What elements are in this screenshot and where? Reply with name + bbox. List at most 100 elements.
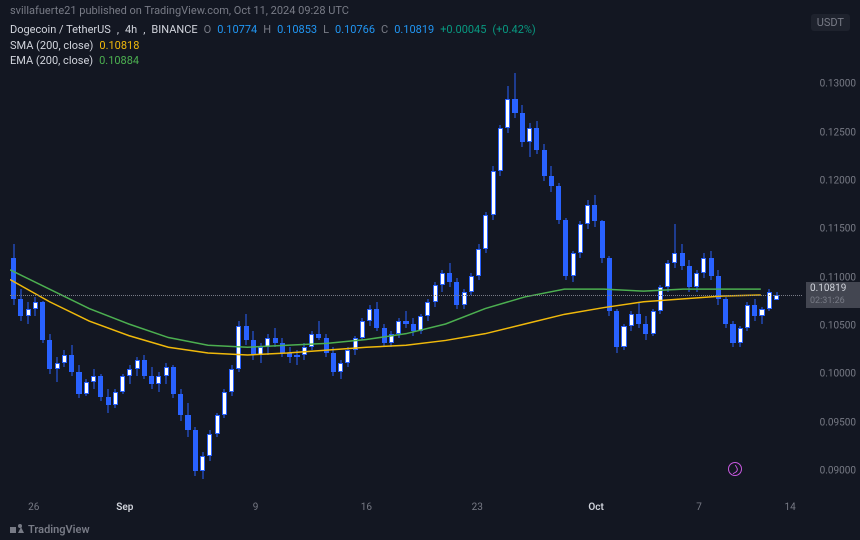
y-axis-tick: 0.12000 [820, 175, 856, 186]
candle [571, 60, 576, 500]
candle [447, 60, 452, 500]
candle [251, 60, 256, 500]
candle [578, 60, 583, 500]
tradingview-logo: TradingView [10, 522, 90, 536]
candle [120, 60, 125, 500]
ohlc-open-label: O [204, 23, 212, 36]
candle [171, 60, 176, 500]
candle [658, 60, 663, 500]
candle [549, 60, 554, 500]
candle [592, 60, 597, 500]
candle [258, 60, 263, 500]
candle [26, 60, 31, 500]
y-axis-tick: 0.09500 [820, 417, 856, 428]
candle [316, 60, 321, 500]
candle [135, 60, 140, 500]
candle [701, 60, 706, 500]
candle [222, 60, 227, 500]
sma-value: 0.10818 [99, 39, 139, 52]
candle [411, 60, 416, 500]
candle [672, 60, 677, 500]
candle [709, 60, 714, 500]
candle [614, 60, 619, 500]
candle [730, 60, 735, 500]
candle [280, 60, 285, 500]
x-axis-tick: 7 [696, 502, 702, 513]
publish-meta: published on TradingView.com, Oct 11, 20… [79, 4, 349, 17]
candle [331, 60, 336, 500]
candle [178, 60, 183, 500]
candle [505, 60, 510, 500]
candle [207, 60, 212, 500]
chart-area[interactable] [10, 60, 802, 500]
symbol-info-bar: Dogecoin / TetherUS, 4h, BINANCE O0.1077… [0, 21, 860, 38]
candle [767, 60, 772, 500]
candle [694, 60, 699, 500]
candle [433, 60, 438, 500]
y-axis[interactable]: 0.090000.095000.100000.105000.110000.115… [804, 60, 860, 500]
ohlc-close: 0.10819 [394, 23, 434, 36]
candle [542, 60, 547, 500]
candle [643, 60, 648, 500]
event-marker-icon[interactable] [728, 462, 742, 476]
candle [716, 60, 721, 500]
currency-badge: USDT [811, 14, 850, 31]
candle [752, 60, 757, 500]
candle [600, 60, 605, 500]
candle [745, 60, 750, 500]
candle [236, 60, 241, 500]
x-axis-tick: 9 [253, 502, 259, 513]
tradingview-icon [10, 522, 24, 536]
candle [527, 60, 532, 500]
candle [353, 60, 358, 500]
candle [324, 60, 329, 500]
candle [556, 60, 561, 500]
ohlc-open: 0.10774 [217, 23, 257, 36]
ohlc-low-label: L [323, 23, 329, 36]
y-axis-tick: 0.12500 [820, 127, 856, 138]
price-marker-countdown: 02:31:26 [810, 295, 856, 307]
x-axis[interactable]: 26Sep91623Oct714 [10, 502, 802, 520]
candle [200, 60, 205, 500]
candle [229, 60, 234, 500]
symbol-timeframe: 4h [125, 23, 137, 36]
publish-header: svillafuerte21 published on TradingView.… [0, 0, 860, 21]
candle [382, 60, 387, 500]
candle [759, 60, 764, 500]
candle [244, 60, 249, 500]
candle [389, 60, 394, 500]
ohlc-high-label: H [263, 23, 271, 36]
candle [462, 60, 467, 500]
price-marker-value: 0.10819 [810, 283, 856, 295]
candle [294, 60, 299, 500]
sma-label: SMA (200, close) [10, 39, 93, 52]
candle [585, 60, 590, 500]
ohlc-low: 0.10766 [335, 23, 375, 36]
ohlc-change: +0.00045 [440, 23, 486, 36]
candle [360, 60, 365, 500]
candle [512, 60, 517, 500]
candle [69, 60, 74, 500]
candle [287, 60, 292, 500]
candle [215, 60, 220, 500]
candle [629, 60, 634, 500]
candle [498, 60, 503, 500]
candle [127, 60, 132, 500]
ohlc-high: 0.10853 [277, 23, 317, 36]
candle [273, 60, 278, 500]
y-axis-tick: 0.09000 [820, 465, 856, 476]
candle [345, 60, 350, 500]
candle [651, 60, 656, 500]
candle [687, 60, 692, 500]
candle [309, 60, 314, 500]
candle [396, 60, 401, 500]
candle [418, 60, 423, 500]
candle [113, 60, 118, 500]
candle [33, 60, 38, 500]
candle [84, 60, 89, 500]
x-axis-tick: Oct [588, 502, 603, 513]
x-axis-tick: 23 [472, 502, 483, 513]
symbol-exchange: BINANCE [151, 23, 197, 36]
candle [680, 60, 685, 500]
ohlc-change-pct: (+0.42%) [492, 23, 535, 36]
